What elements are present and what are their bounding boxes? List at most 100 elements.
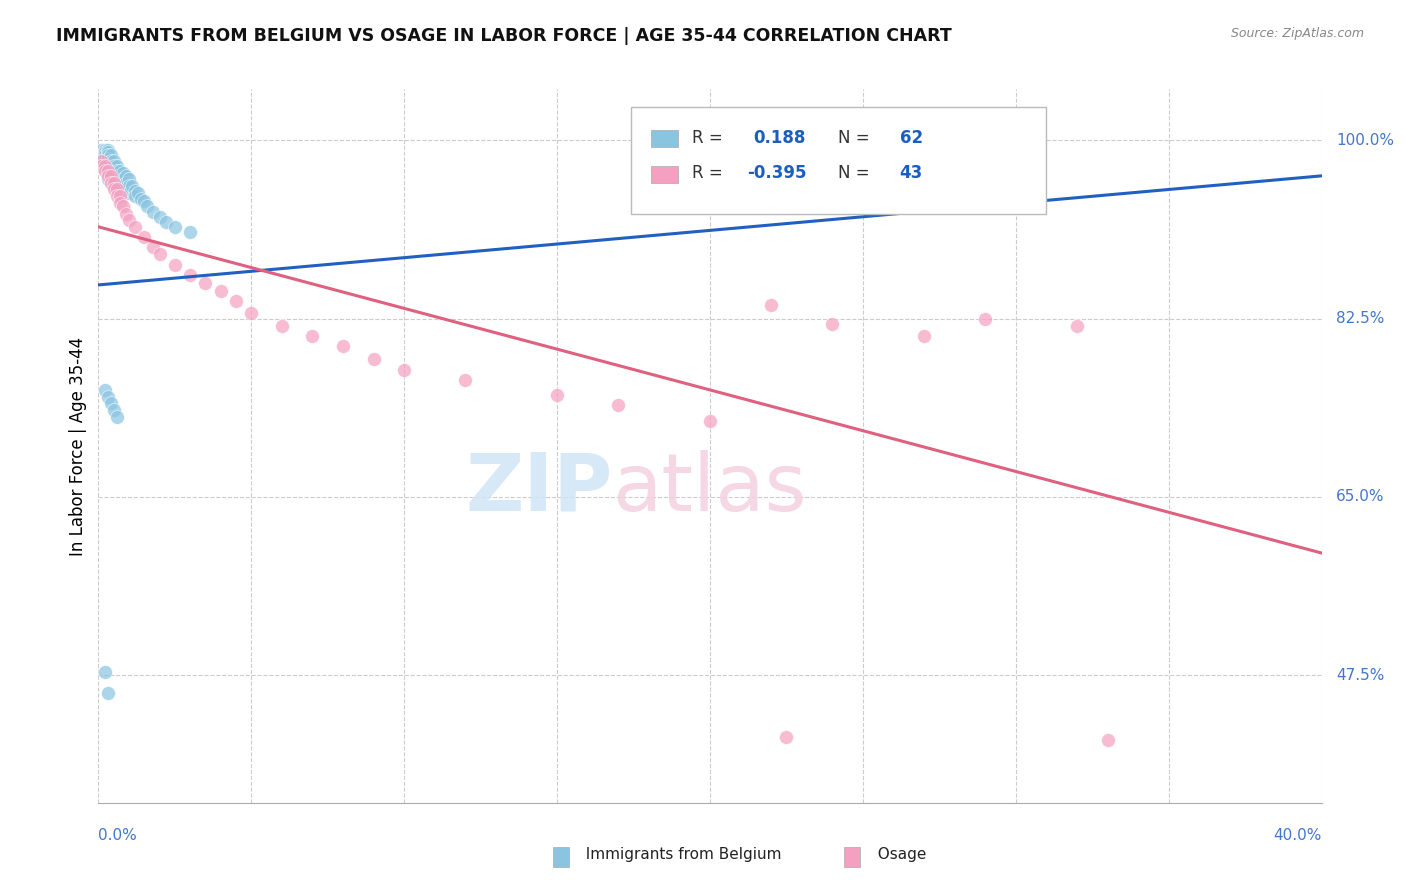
Text: IMMIGRANTS FROM BELGIUM VS OSAGE IN LABOR FORCE | AGE 35-44 CORRELATION CHART: IMMIGRANTS FROM BELGIUM VS OSAGE IN LABO… xyxy=(56,27,952,45)
Point xyxy=(97,166,120,180)
Point xyxy=(97,155,120,169)
Point xyxy=(97,161,120,176)
Point xyxy=(103,174,125,188)
Text: 65.0%: 65.0% xyxy=(1336,490,1385,505)
Text: Immigrants from Belgium: Immigrants from Belgium xyxy=(576,847,782,862)
Point xyxy=(93,145,115,160)
Point xyxy=(100,169,122,183)
Point xyxy=(103,176,125,190)
Text: Osage: Osage xyxy=(868,847,927,862)
Bar xyxy=(651,166,678,183)
Point xyxy=(90,148,112,162)
Point xyxy=(97,172,120,186)
Point xyxy=(163,258,186,272)
Point xyxy=(100,169,122,183)
Point xyxy=(103,169,125,183)
Point xyxy=(97,390,120,404)
Point xyxy=(136,199,159,213)
Point xyxy=(97,152,120,166)
Point xyxy=(108,189,131,203)
Text: atlas: atlas xyxy=(612,450,807,528)
Point xyxy=(142,240,165,254)
Point xyxy=(759,298,782,312)
Point xyxy=(115,169,138,183)
Point xyxy=(118,186,141,201)
Point xyxy=(103,403,125,417)
Point xyxy=(240,306,263,320)
Point xyxy=(100,396,122,410)
Point xyxy=(118,212,141,227)
Point xyxy=(93,163,115,178)
Point xyxy=(149,247,172,261)
Point xyxy=(93,383,115,397)
Point xyxy=(97,159,120,173)
Point xyxy=(108,172,131,186)
Point xyxy=(100,176,122,190)
Point xyxy=(332,339,354,353)
Point xyxy=(111,172,134,186)
Point xyxy=(105,176,128,190)
Point xyxy=(97,169,120,183)
Point xyxy=(103,182,125,196)
Point xyxy=(454,373,477,387)
Point xyxy=(115,176,138,190)
Point xyxy=(155,215,177,229)
Point xyxy=(105,182,128,196)
Point xyxy=(97,686,120,700)
Point xyxy=(124,184,146,198)
Point xyxy=(103,179,125,194)
Point xyxy=(974,311,997,326)
Point xyxy=(124,219,146,234)
Point xyxy=(93,161,115,176)
Point xyxy=(103,153,125,168)
Point xyxy=(134,230,156,244)
Point xyxy=(363,352,385,367)
Text: 100.0%: 100.0% xyxy=(1336,133,1395,148)
Point xyxy=(100,159,122,173)
Point xyxy=(699,413,721,427)
Point xyxy=(179,225,201,239)
Point xyxy=(1066,318,1088,333)
Text: 82.5%: 82.5% xyxy=(1336,311,1385,326)
Point xyxy=(134,194,156,209)
Text: Source: ZipAtlas.com: Source: ZipAtlas.com xyxy=(1230,27,1364,40)
Point xyxy=(90,159,112,173)
Point xyxy=(821,317,844,331)
Point xyxy=(90,153,112,168)
Point xyxy=(100,163,122,178)
Point xyxy=(124,189,146,203)
Point xyxy=(90,153,112,168)
Point xyxy=(97,148,120,162)
Point xyxy=(97,163,120,178)
Bar xyxy=(651,130,678,147)
Text: 0.188: 0.188 xyxy=(752,128,806,146)
FancyBboxPatch shape xyxy=(630,107,1046,214)
Text: N =: N = xyxy=(838,128,876,146)
Text: 47.5%: 47.5% xyxy=(1336,668,1385,683)
Point xyxy=(1097,732,1119,747)
Text: -0.395: -0.395 xyxy=(747,164,806,182)
Point xyxy=(108,163,131,178)
Text: 40.0%: 40.0% xyxy=(1274,829,1322,843)
Point xyxy=(775,730,797,744)
Point xyxy=(103,163,125,178)
Point xyxy=(115,206,138,220)
Point xyxy=(93,159,115,173)
Point xyxy=(93,155,115,169)
Point xyxy=(105,163,128,178)
Text: 0.0%: 0.0% xyxy=(98,829,138,843)
Point xyxy=(105,159,128,173)
Point xyxy=(97,145,120,160)
Y-axis label: In Labor Force | Age 35-44: In Labor Force | Age 35-44 xyxy=(69,336,87,556)
Point xyxy=(93,152,115,166)
Point xyxy=(93,665,115,680)
Text: N =: N = xyxy=(838,164,876,182)
Point xyxy=(103,159,125,173)
Point xyxy=(149,210,172,224)
Text: 62: 62 xyxy=(900,128,922,146)
Point xyxy=(111,199,134,213)
Point xyxy=(546,388,568,402)
Point xyxy=(392,362,416,376)
Point xyxy=(163,219,186,234)
Point xyxy=(111,166,134,180)
